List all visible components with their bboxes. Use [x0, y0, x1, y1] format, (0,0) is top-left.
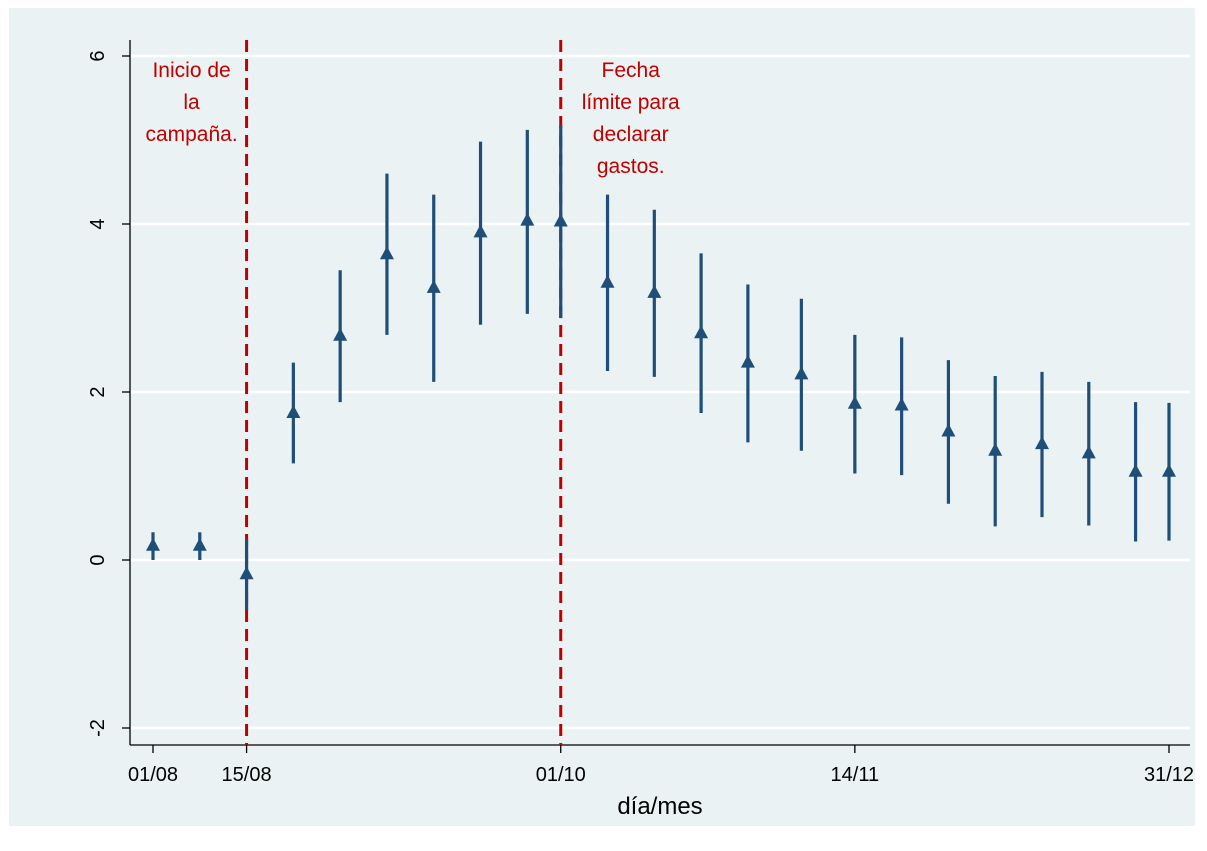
axes-layer: [129, 40, 1190, 746]
data-point-marker: [553, 213, 568, 227]
data-point-marker: [192, 537, 207, 551]
y-tick-label: 0: [87, 554, 109, 565]
data-point-marker: [1035, 436, 1049, 450]
data-point-marker: [600, 274, 615, 288]
data-point-marker: [379, 246, 394, 260]
data-point-marker: [740, 354, 755, 368]
data-point-marker: [941, 423, 956, 437]
chart-background: [9, 8, 1195, 826]
x-tick-label: 01/08: [128, 764, 178, 786]
annotation-text: declarar: [593, 123, 669, 146]
y-tick-label: 4: [87, 218, 109, 229]
data-point-marker: [146, 537, 160, 551]
y-tick-label: -2: [87, 719, 109, 737]
label-layer: día/mes -2 0 2 4 6 01/08 15/08 01/10 14/11 31/12 I…: [87, 50, 1194, 820]
data-point-marker: [694, 325, 709, 339]
data-point-marker: [333, 327, 348, 341]
annotation-text: la: [183, 91, 200, 114]
x-axis-title: día/mes: [617, 793, 702, 820]
data-point-marker: [520, 212, 535, 226]
x-tick-label: 14/11: [831, 764, 880, 786]
grid-layer: [122, 54, 1190, 753]
x-tick-label: 01/10: [536, 764, 586, 786]
annotation-text: gastos.: [597, 155, 665, 178]
series-layer: [146, 124, 1176, 611]
data-point-marker: [286, 405, 301, 418]
data-point-marker: [894, 397, 909, 411]
data-point-marker: [1081, 445, 1096, 459]
data-point-marker: [988, 442, 1003, 456]
y-tick-label: 2: [87, 386, 109, 397]
annotation-text: campaña.: [145, 123, 237, 146]
data-point-marker: [426, 279, 441, 293]
data-point-marker: [647, 284, 662, 298]
data-point-marker: [1128, 463, 1143, 477]
data-point-marker: [239, 566, 254, 580]
annotation-text: límite para: [582, 91, 680, 114]
data-point-marker: [794, 366, 809, 380]
annotation-text: Inicio de: [152, 59, 230, 82]
x-tick-label: 31/12: [1144, 764, 1194, 786]
data-point-marker: [847, 395, 862, 409]
data-point-marker: [1162, 463, 1176, 477]
data-point-marker: [473, 224, 488, 238]
y-tick-label: 6: [87, 50, 109, 61]
annotation-text: Fecha: [602, 59, 661, 82]
x-tick-label: 15/08: [222, 764, 272, 786]
